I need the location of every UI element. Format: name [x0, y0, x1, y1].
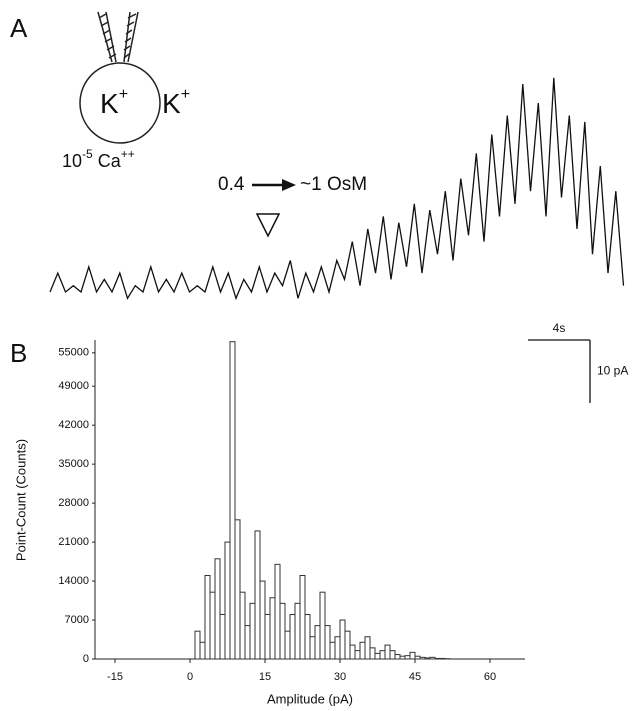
- histogram-bar: [209, 591, 216, 660]
- x-tick-label: 60: [484, 671, 496, 683]
- histogram-bar: [364, 636, 371, 660]
- histogram-bar: [269, 597, 276, 660]
- histogram-bar: [389, 650, 396, 660]
- histogram-bar: [424, 657, 431, 660]
- stimulus-from: 0.4: [218, 174, 245, 195]
- y-tick-label: 21000: [58, 536, 89, 548]
- histogram-bar: [369, 647, 376, 660]
- histogram-bar: [399, 655, 406, 660]
- histogram-bar: [229, 341, 236, 660]
- x-axis-label: Amplitude (pA): [267, 691, 353, 706]
- y-tick-label: 28000: [58, 497, 89, 509]
- histogram-bar: [384, 644, 391, 660]
- histogram-bar: [354, 650, 361, 660]
- calcium-label: 10-5 Ca++: [62, 147, 135, 171]
- histogram-bar: [264, 613, 271, 660]
- histogram-bar: [339, 619, 346, 660]
- histogram-bar: [254, 530, 261, 660]
- x-tick-label: 45: [409, 671, 421, 683]
- histogram-bar: [279, 602, 286, 660]
- y-tick-label: 14000: [58, 575, 89, 587]
- histogram-bar: [274, 563, 281, 660]
- histogram-bar: [409, 651, 416, 660]
- histogram-bar: [249, 602, 256, 660]
- histogram-bar: [379, 650, 386, 660]
- x-tick-label: 0: [187, 671, 193, 683]
- histogram-bar: [439, 657, 446, 660]
- y-tick-label: 35000: [58, 458, 89, 470]
- histogram-bar: [319, 591, 326, 660]
- x-tick-label: 30: [334, 671, 346, 683]
- histogram-bar: [329, 641, 336, 660]
- time-scale-label: 4s: [553, 321, 566, 335]
- histogram-bar: [404, 655, 411, 660]
- histogram-bar: [349, 644, 356, 660]
- histogram-bar: [234, 519, 241, 660]
- x-tick-label: 15: [259, 671, 271, 683]
- current-scale-label: 10 pA: [597, 364, 628, 378]
- bath-ion: K+: [162, 86, 190, 119]
- histogram-bar: [419, 656, 426, 660]
- histogram-bar: [394, 654, 401, 660]
- y-tick-label: 42000: [58, 419, 89, 431]
- panel-label: B: [10, 338, 27, 368]
- histogram-bar: [374, 652, 381, 660]
- y-tick-label: 0: [83, 653, 89, 665]
- pipette: [97, 11, 139, 63]
- histogram-bar: [309, 636, 316, 660]
- histogram-bar: [414, 655, 421, 660]
- histogram-bar: [284, 630, 291, 660]
- histogram-bar: [239, 591, 246, 660]
- histogram-bar: [214, 558, 221, 660]
- histogram-bar: [434, 657, 441, 660]
- y-tick-label: 49000: [58, 380, 89, 392]
- histogram-bar: [324, 625, 331, 660]
- histogram-bar: [199, 641, 206, 660]
- x-tick-label: -15: [107, 671, 123, 683]
- histogram-bar: [299, 574, 306, 660]
- y-axis-label: Point-Count (Counts): [13, 439, 28, 561]
- histogram-bar: [344, 630, 351, 660]
- y-tick-label: 55000: [58, 347, 89, 359]
- histogram-bar: [259, 580, 266, 660]
- cell: [79, 62, 161, 144]
- stimulus-to: ~1 OsM: [300, 174, 367, 195]
- histogram-bar: [314, 625, 321, 660]
- histogram-bar: [194, 630, 201, 660]
- current-trace: [49, 77, 625, 301]
- y-tick-label: 7000: [65, 614, 89, 626]
- histogram-bar: [224, 541, 231, 660]
- histogram-bar: [304, 613, 311, 660]
- pipette-ion: K+: [100, 86, 128, 119]
- histogram-bar: [244, 625, 251, 660]
- histogram-bar: [429, 656, 436, 660]
- histogram-bar: [334, 636, 341, 660]
- panel-label: A: [10, 13, 28, 43]
- histogram-bar: [219, 613, 226, 660]
- arrow: [252, 179, 296, 191]
- histogram-bar: [204, 574, 211, 660]
- histogram-bar: [294, 602, 301, 660]
- histogram-bar: [289, 613, 296, 660]
- stimulus-marker: [255, 213, 281, 238]
- histogram-bar: [359, 641, 366, 660]
